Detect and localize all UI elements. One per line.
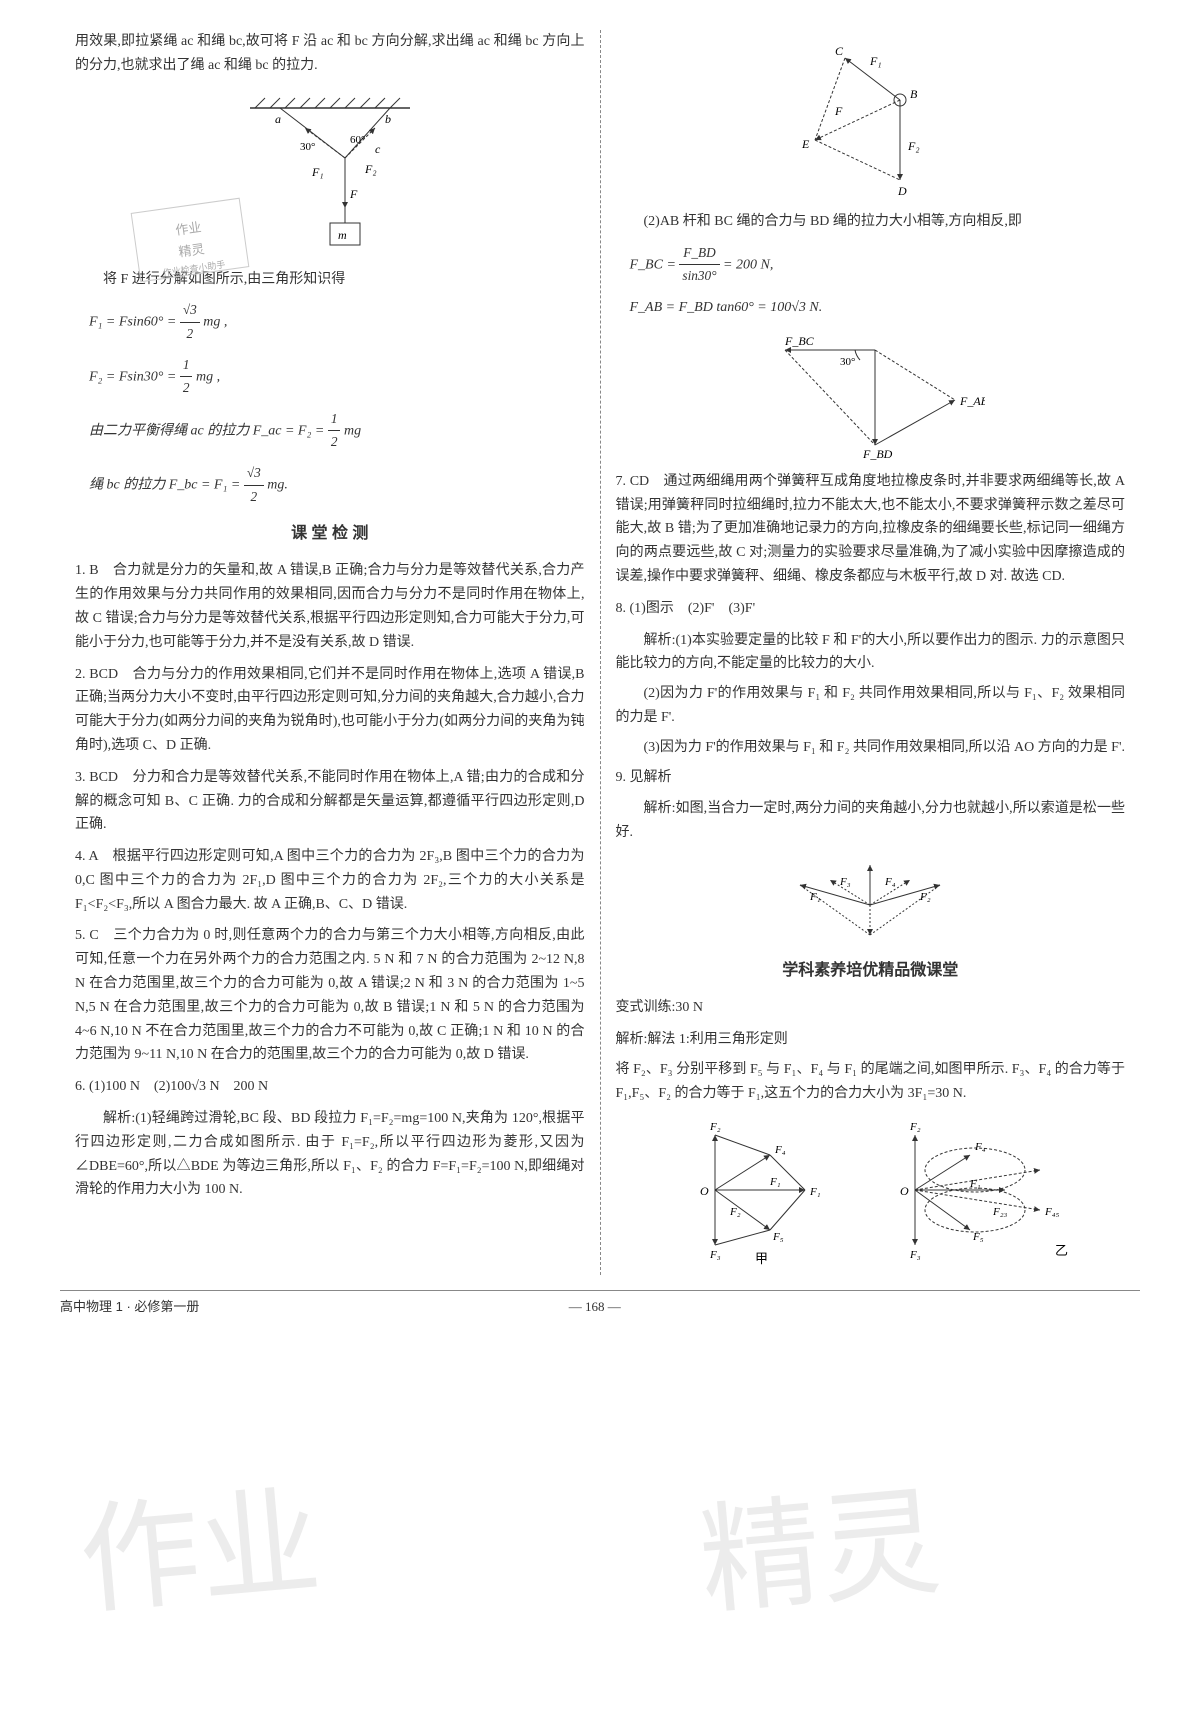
label-30: 30° <box>300 141 315 153</box>
q4: 4. A 根据平行四边形定则可知,A 图中三个力的合力为 2F₃,B 图中三个力… <box>75 845 585 916</box>
q2: 2. BCD 合力与分力的作用效果相同,它们并不是同时作用在物体上,选项 A 错… <box>75 663 585 758</box>
label-c: c <box>375 142 381 156</box>
fig4-F1: F₁ <box>809 891 821 903</box>
watermark-1: 作业 <box>72 1440 329 1664</box>
q8-p2: (2)因为力 F'的作用效果与 F₁ 和 F₂ 共同作用效果相同,所以与 F₁、… <box>616 682 1126 730</box>
q6-body: 解析:(1)轻绳跨过滑轮,BC 段、BD 段拉力 F₁=F₂=mg=100 N,… <box>75 1107 585 1202</box>
q9-head: 9. 见解析 <box>616 766 1126 790</box>
fig2-C: C <box>835 44 844 58</box>
fig5a-F3: F₃ <box>709 1249 721 1261</box>
label-a: a <box>275 112 281 126</box>
fig3-30: 30° <box>840 356 855 368</box>
right-column: C F₁ B F E F₂ D (2)AB 杆和 BC 绳的合力与 BD 绳的拉… <box>601 30 1141 1275</box>
fig3-FBD: F_BD <box>862 447 893 460</box>
page-footer: 高中物理 1 · 必修第一册 — 168 — <box>60 1290 1140 1318</box>
left-column: 用效果,即拉紧绳 ac 和绳 bc,故可将 F 沿 ac 和 bc 方向分解,求… <box>60 30 601 1275</box>
q8-head: 8. (1)图示 (2)F' (3)F' <box>616 597 1126 621</box>
fig5b-F1: F₁ <box>969 1178 981 1190</box>
fig5a-F1: F₁ <box>769 1176 781 1188</box>
label-F1: F₁ <box>311 165 324 179</box>
book-title: 高中物理 1 · 必修第一册 <box>60 1296 199 1318</box>
fig5b-F3: F₃ <box>909 1249 921 1261</box>
fig2-B: B <box>910 87 918 101</box>
fig4-F2: F₂ <box>919 891 931 903</box>
figure-pentagon-forces: O F₂ F₄ F₁ F₁ F₂ F₃ F₅ 甲 <box>616 1115 1126 1265</box>
fig2-E: E <box>801 137 810 151</box>
fig5b-F2: F₂ <box>909 1121 921 1133</box>
fig5-O1: O <box>700 1184 709 1198</box>
fig5b-F4: F₄ <box>974 1141 986 1153</box>
q6-head: 6. (1)100 N (2)100√3 N 200 N <box>75 1075 585 1099</box>
fig5-jia: 甲 <box>755 1251 768 1265</box>
q1: 1. B 合力就是分力的矢量和,故 A 错误,B 正确;合力与分力是等效替代关系… <box>75 559 585 654</box>
q5: 5. C 三个力合力为 0 时,则任意两个力的合力与第三个力大小相等,方向相反,… <box>75 924 585 1067</box>
fig2-F2: F₂ <box>907 139 920 153</box>
var-p2: 将 F₂、F₃ 分别平移到 F₅ 与 F₁、F₄ 与 F₁ 的尾端之间,如图甲所… <box>616 1058 1126 1106</box>
fig5b-F5: F₅ <box>972 1231 984 1243</box>
fig5a-F5: F₅ <box>772 1231 784 1243</box>
intro-para: 用效果,即拉紧绳 ac 和绳 bc,故可将 F 沿 ac 和 bc 方向分解,求… <box>75 30 585 78</box>
q8-p3: (3)因为力 F'的作用效果与 F₁ 和 F₂ 共同作用效果相同,所以沿 AO … <box>616 736 1126 760</box>
homework-stamp: 作业 精灵 作业检查小助手 <box>131 198 250 283</box>
formula-1: F₁ = Fsin60° = √32 mg , <box>89 299 585 345</box>
fig5a-F4: F₄ <box>774 1144 786 1156</box>
q9-body: 解析:如图,当合力一定时,两分力间的夹角越小,分力也就越小,所以索道是松一些好. <box>616 797 1126 845</box>
page-number: — 168 — <box>199 1296 990 1318</box>
fig3-FAB: F_AB <box>959 394 985 408</box>
r-para2: (2)AB 杆和 BC 绳的合力与 BD 绳的拉力大小相等,方向相反,即 <box>616 210 1126 234</box>
figure-triangle-CBD: C F₁ B F E F₂ D <box>616 40 1126 200</box>
formula-r2: F_AB = F_BD tan60° = 100√3 N. <box>630 296 1126 320</box>
section-title-2: 学科素养培优精品微课堂 <box>616 957 1126 984</box>
var-head: 变式训练:30 N <box>616 996 1126 1020</box>
fig5-O2: O <box>900 1184 909 1198</box>
fig2-D: D <box>897 184 907 198</box>
fig5-yi: 乙 <box>1055 1243 1068 1258</box>
figure-rope-forces: F₁ F₃ F₄ F₂ <box>616 855 1126 945</box>
label-b: b <box>385 112 391 126</box>
label-F2: F₂ <box>364 162 377 176</box>
fig5a-F2: F₂ <box>709 1121 721 1133</box>
formula-r1: F_BC = F_BDsin30° = 200 N, <box>630 242 1126 288</box>
watermark-2: 精灵 <box>692 1440 949 1664</box>
fig4-F4: F₄ <box>884 876 896 888</box>
q3: 3. BCD 分力和合力是等效替代关系,不能同时作用在物体上,A 错;由力的合成… <box>75 766 585 837</box>
figure-parallelogram-forces: F_BC 30° F_AB F_BD <box>616 330 1126 460</box>
formula-2: F₂ = Fsin30° = 12 mg , <box>89 354 585 400</box>
fig3-FBC: F_BC <box>784 334 815 348</box>
var-p1: 解析:解法 1:利用三角形定则 <box>616 1028 1126 1052</box>
label-F: F <box>349 187 358 201</box>
q8-p1: 解析:(1)本实验要定量的比较 F 和 F'的大小,所以要作出力的图示. 力的示… <box>616 629 1126 677</box>
formula-4: 绳 bc 的拉力 F_bc = F₁ = √32 mg. <box>89 462 585 508</box>
fig5a-F1b: F₁ <box>809 1186 821 1198</box>
fig5b-F23: F₂₃ <box>992 1206 1008 1218</box>
section-title-1: 课 堂 检 测 <box>75 520 585 547</box>
fig2-F: F <box>834 104 843 118</box>
fig2-F1: F₁ <box>869 54 882 68</box>
fig4-F3: F₃ <box>839 876 851 888</box>
q7: 7. CD 通过两细绳用两个弹簧秤互成角度地拉橡皮条时,并非要求两细绳等长,故 … <box>616 470 1126 589</box>
formula-3: 由二力平衡得绳 ac 的拉力 F_ac = F₂ = 12 mg <box>89 408 585 454</box>
label-m: m <box>338 228 347 242</box>
fig5b-F45: F₄₅ <box>1044 1206 1060 1218</box>
fig5a-F2b: F₂ <box>729 1206 741 1218</box>
